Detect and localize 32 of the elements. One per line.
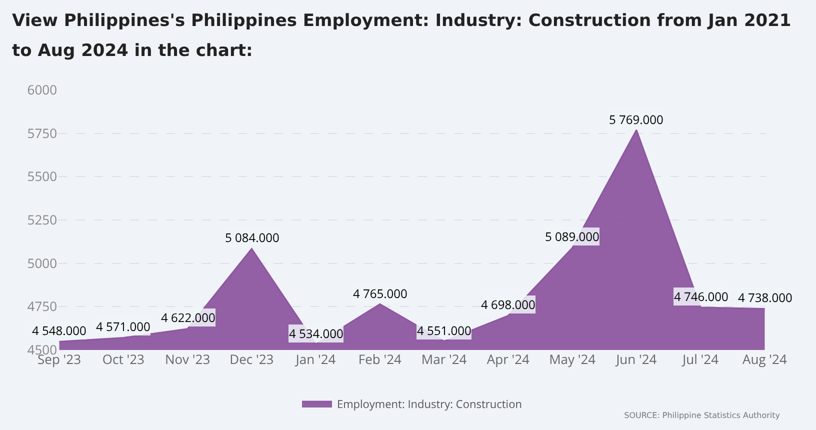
data-label: 4 698.000 [481,296,536,313]
data-label: 5 089.000 [545,228,600,245]
data-label: 4 746.000 [674,288,728,305]
data-label: 5 769.000 [609,111,664,128]
data-label: 4 548.000 [32,322,86,339]
data-label: 4 551.000 [417,322,472,339]
x-tick-label: Oct '23 [102,350,144,368]
data-label: 4 571.000 [96,318,150,335]
data-label: 4 622.000 [161,309,216,326]
x-tick-label: Apr '24 [486,350,530,368]
x-tick-label: May '24 [549,350,596,368]
data-label: 4 534.000 [289,325,344,342]
y-tick-label: 5750 [27,124,57,142]
data-label: 4 738.000 [738,289,792,306]
y-tick-label: 5250 [27,210,57,229]
x-tick-label: Jul '24 [680,350,720,368]
chart-title: View Philippines's Philippines Employment: Industry: Construction from Jan 2021 to Aug 2024 in the chart: [12,10,792,63]
legend-label: Employment: Industry: Construction [337,396,522,412]
x-tick-label: Nov '23 [164,350,210,368]
y-tick-label: 5000 [27,254,57,272]
x-tick-label: Mar '24 [421,350,468,368]
x-tick-label: Dec '23 [230,350,274,368]
data-label: 5 084.000 [225,229,280,246]
data-label: 4 765.000 [353,285,408,302]
x-tick-label: Jan '24 [294,350,336,368]
y-tick-label: 6000 [27,80,57,99]
y-tick-label: 5500 [27,167,57,186]
source-note: SOURCE: Philippine Statistics Authority [624,411,780,420]
x-tick-label: Jun '24 [614,350,658,368]
y-tick-label: 4750 [27,297,57,316]
x-tick-label: Feb '24 [358,350,402,368]
x-tick-label: Aug '24 [742,350,788,368]
